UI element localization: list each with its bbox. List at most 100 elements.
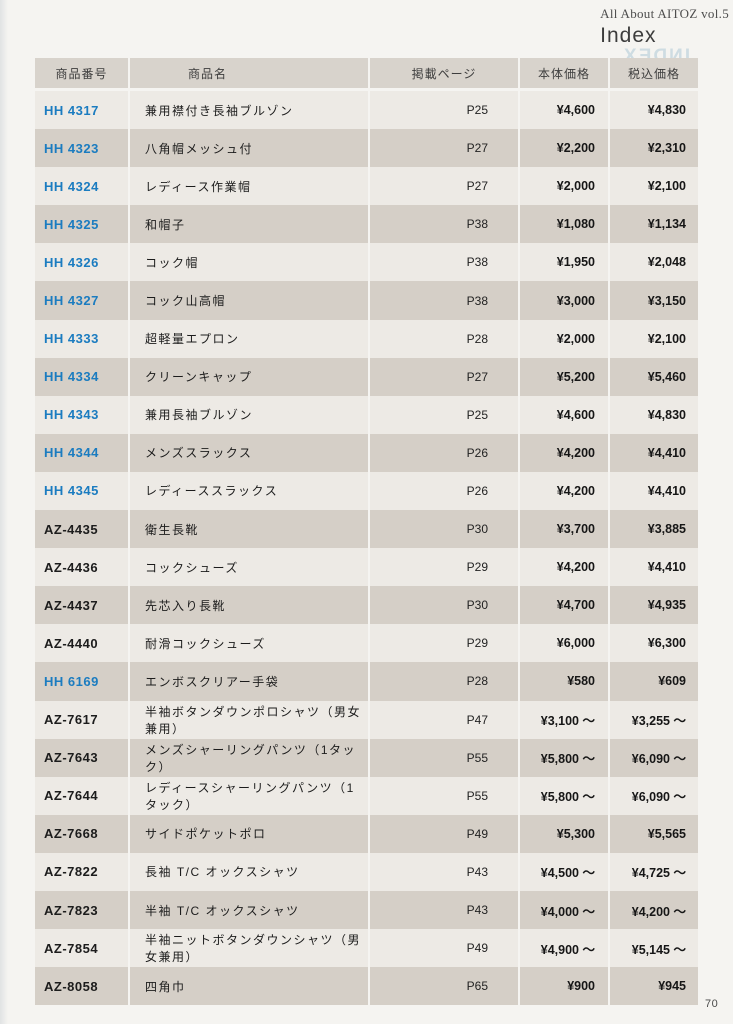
base-price: ¥4,900 ～ [520,929,610,968]
table-header-row: 商品番号 商品名 掲載ページ 本体価格 税込価格 [35,58,698,88]
base-price: ¥4,500 ～ [520,852,610,891]
brand-title: All About AITOZ vol.5 [600,6,729,21]
page-ref: P43 [370,852,520,891]
product-name: 衛生長靴 [130,510,370,549]
masthead: All About AITOZ vol.5 Index INDEX [600,6,729,67]
table-row: AZ-7822 長袖 T/C オックスシャツ P43 ¥4,500 ～ ¥4,7… [35,852,698,891]
product-code: AZ-4437 [35,586,130,625]
base-price: ¥3,000 [520,281,610,320]
tax-price: ¥3,885 [647,522,686,537]
page-ref: P29 [370,548,520,587]
page-ref: P55 [370,738,520,777]
page-ref: P26 [370,471,520,511]
tax-price: ¥2,100 [647,331,686,346]
product-code: AZ-8058 [35,967,130,1006]
product-name: コックシューズ [130,548,370,587]
product-code: HH 4325 [35,205,130,244]
table-row: HH 4333 超軽量エプロン P28 ¥2,000 ¥2,100 [35,319,698,358]
tax-price: ¥4,725 ～ [631,866,686,881]
tax-price: ¥6,300 [647,636,686,651]
page-ref: P29 [370,624,520,663]
table-row: AZ-7823 半袖 T/C オックスシャツ P43 ¥4,000 ～ ¥4,2… [35,890,698,930]
tax-price: ¥3,255 ～ [631,714,686,729]
tax-price: ¥3,150 [647,293,686,308]
page-ref: P25 [370,91,520,130]
product-name: 超軽量エプロン [130,319,370,358]
scan-edge-shadow [0,0,8,1024]
table-body: HH 4317 兼用襟付き長袖ブルゾン P25 ¥4,600 ¥4,830 HH… [35,91,698,1006]
base-price: ¥3,700 [520,510,610,549]
table-row: HH 4327 コック山高帽 P38 ¥3,000 ¥3,150 [35,281,698,320]
product-name: 兼用長袖ブルゾン [130,395,370,434]
page-ref: P28 [370,662,520,701]
header-product-name: 商品名 [130,58,370,88]
base-price: ¥4,200 [520,433,610,472]
page-ref: P55 [370,776,520,815]
base-price: ¥2,200 [520,129,610,168]
product-name: コック山高帽 [130,281,370,320]
product-name: クリーンキャップ [130,357,370,396]
table-row: AZ-4436 コックシューズ P29 ¥4,200 ¥4,410 [35,548,698,587]
base-price: ¥1,950 [520,243,610,282]
table-row: AZ-7668 サイドポケットポロ P49 ¥5,300 ¥5,565 [35,814,698,853]
tax-price: ¥2,048 [647,255,686,270]
base-price: ¥580 [520,662,610,701]
tax-price: ¥609 [658,674,686,689]
page-ref: P49 [370,929,520,968]
product-code: HH 4345 [35,471,130,511]
product-code: AZ-7823 [35,890,130,930]
product-name: 和帽子 [130,205,370,244]
page-ref: P27 [370,129,520,168]
product-code: AZ-4440 [35,624,130,663]
base-price: ¥1,080 [520,205,610,244]
product-code: AZ-7644 [35,776,130,815]
product-code: HH 4317 [35,91,130,130]
product-name: 四角巾 [130,967,370,1006]
tax-price: ¥945 [658,979,686,994]
header-page-ref: 掲載ページ [370,58,520,88]
table-row: HH 4324 レディース作業帽 P27 ¥2,000 ¥2,100 [35,167,698,206]
product-code: HH 4327 [35,281,130,320]
page-title: Index [600,24,657,47]
base-price: ¥4,600 [520,91,610,130]
base-price: ¥5,300 [520,814,610,853]
page-ref: P49 [370,814,520,853]
table-row: AZ-7643 メンズシャーリングパンツ（1タック） P55 ¥5,800 ～ … [35,738,698,777]
page-ref: P38 [370,281,520,320]
table-row: HH 6169 エンボスクリアー手袋 P28 ¥580 ¥609 [35,662,698,701]
product-name: 耐滑コックシューズ [130,624,370,663]
base-price: ¥2,000 [520,319,610,358]
product-name: レディース作業帽 [130,167,370,206]
page-ref: P28 [370,319,520,358]
tax-price: ¥2,100 [647,179,686,194]
product-name: エンボスクリアー手袋 [130,662,370,701]
table-row: HH 4325 和帽子 P38 ¥1,080 ¥1,134 [35,205,698,244]
base-price: ¥5,800 ～ [520,776,610,815]
table-row: HH 4345 レディーススラックス P26 ¥4,200 ¥4,410 [35,471,698,511]
table-row: HH 4317 兼用襟付き長袖ブルゾン P25 ¥4,600 ¥4,830 [35,91,698,130]
table-row: AZ-4440 耐滑コックシューズ P29 ¥6,000 ¥6,300 [35,624,698,663]
page-ref: P27 [370,167,520,206]
base-price: ¥5,200 [520,357,610,396]
table-row: HH 4344 メンズスラックス P26 ¥4,200 ¥4,410 [35,433,698,472]
product-code: AZ-7643 [35,738,130,777]
page-ref: P25 [370,395,520,434]
base-price: ¥4,600 [520,395,610,434]
product-name: 兼用襟付き長袖ブルゾン [130,91,370,130]
base-price: ¥4,700 [520,586,610,625]
tax-price: ¥6,090 ～ [631,752,686,767]
product-code: AZ-4436 [35,548,130,587]
table-row: HH 4323 八角帽メッシュ付 P27 ¥2,200 ¥2,310 [35,129,698,168]
product-code: HH 4334 [35,357,130,396]
tax-price: ¥4,830 [647,407,686,422]
product-code: AZ-7617 [35,700,130,739]
product-code: HH 4344 [35,433,130,472]
tax-price: ¥4,410 [647,483,686,498]
base-price: ¥4,000 ～ [520,890,610,930]
page-ref: P38 [370,243,520,282]
product-code: HH 4323 [35,129,130,168]
page-ref: P30 [370,510,520,549]
tax-price: ¥1,134 [647,217,686,232]
page-number: 70 [705,998,719,1010]
product-code: HH 4333 [35,319,130,358]
